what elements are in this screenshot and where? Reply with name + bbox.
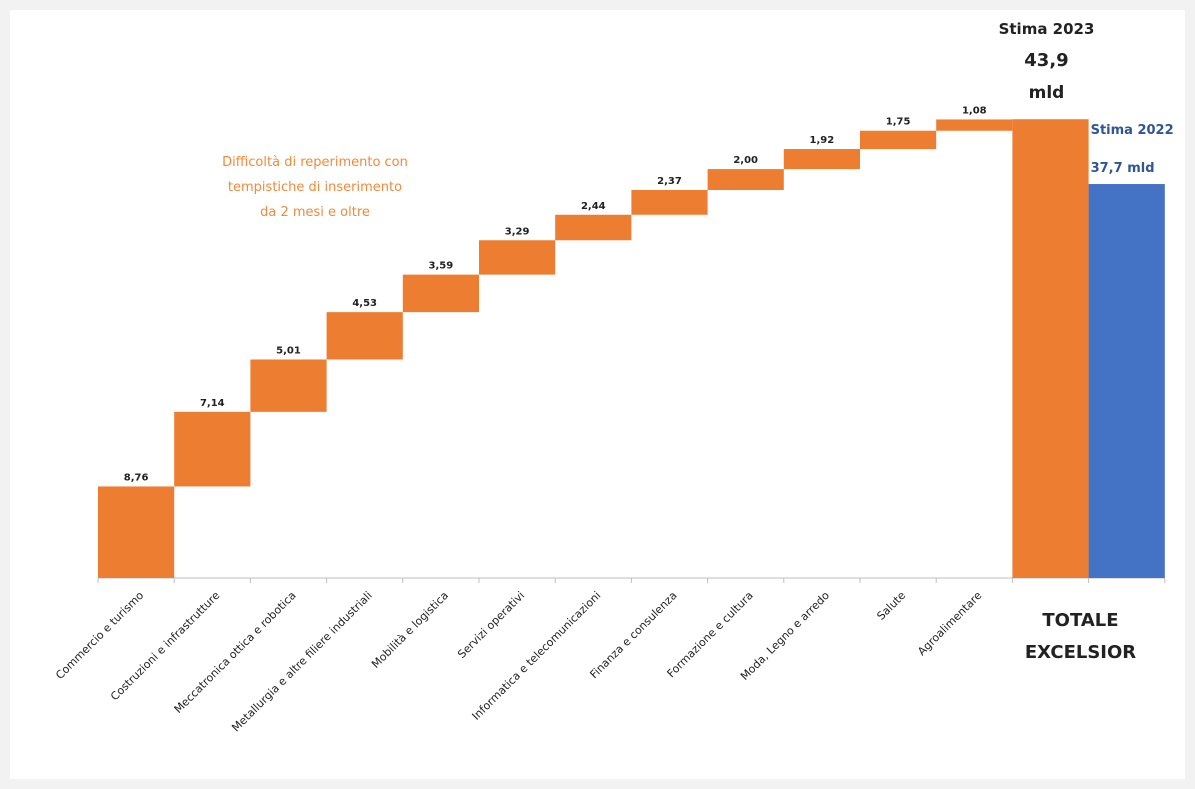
stima-2022-label: Stima 2022 — [1091, 123, 1174, 138]
bar-value-label: 2,44 — [581, 201, 606, 212]
bar-value-label: 8,76 — [124, 472, 149, 483]
waterfall-bar — [707, 169, 784, 190]
category-label: Metallurgia e altre filiere industriali — [229, 589, 374, 734]
category-label: Moda, Legno e arredo — [738, 589, 832, 683]
category-label: Meccatronica ottica e robotica — [172, 589, 299, 716]
bar-value-label: 3,59 — [429, 261, 454, 272]
waterfall-bar — [479, 240, 556, 275]
bar-value-label: 1,08 — [962, 105, 987, 116]
bar-value-label: 4,53 — [352, 298, 377, 309]
bar-value-label: 5,01 — [276, 345, 301, 356]
waterfall-bar — [631, 189, 708, 215]
bar-value-label: 3,29 — [505, 226, 530, 237]
annotation-line: da 2 mesi e oltre — [260, 205, 370, 220]
bar-value-label: 1,92 — [810, 135, 835, 146]
waterfall-bar — [250, 359, 327, 412]
bar-value-label: 2,37 — [657, 176, 682, 187]
category-label: Servizi operativi — [455, 589, 527, 661]
waterfall-bar — [783, 149, 860, 170]
waterfall-bar — [402, 274, 479, 313]
category-label: Commercio e turismo — [53, 589, 146, 682]
total-bar-2022 — [1088, 184, 1165, 578]
total-bar-2023 — [1012, 119, 1089, 579]
annotation-line: Difficoltà di reperimento con — [222, 155, 408, 170]
waterfall-bar — [860, 130, 937, 150]
stima-2023-value: 43,9 — [1024, 50, 1068, 71]
category-label: Finanza e consulenza — [587, 589, 679, 681]
waterfall-bar — [174, 411, 251, 487]
total-label-line-2: EXCELSIOR — [1025, 642, 1136, 663]
category-label: Formazione e cultura — [665, 589, 756, 680]
category-label: Salute — [874, 589, 908, 623]
waterfall-bar — [326, 312, 403, 360]
annotation-line: tempistiche di inserimento — [228, 180, 402, 195]
total-label-line-1: TOTALE — [1042, 610, 1118, 631]
bar-value-label: 7,14 — [200, 398, 225, 409]
stima-2022-value: 37,7 mld — [1091, 161, 1155, 176]
stima-2023-unit: mld — [1029, 83, 1065, 103]
category-label: Agroalimentare — [915, 589, 984, 658]
chart-frame: 8,76 Commercio e turismo 7,14 Costruzioni e… — [10, 10, 1185, 779]
waterfall-bar — [98, 486, 175, 578]
bar-value-label: 1,75 — [886, 117, 911, 128]
bar-value-label: 2,00 — [733, 155, 758, 166]
category-label: Mobilità e logistica — [369, 589, 451, 671]
stima-2023-label: Stima 2023 — [999, 20, 1095, 38]
waterfall-bar — [555, 214, 632, 241]
category-label: Informatica e telecomunicazioni — [470, 589, 604, 723]
waterfall-bar — [936, 119, 1013, 131]
